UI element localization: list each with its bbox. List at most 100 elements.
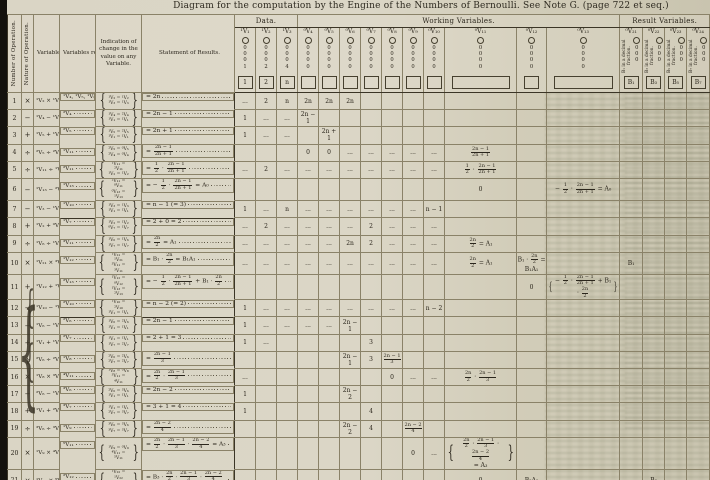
- brace-open: {: [99, 316, 106, 335]
- cell-v9: [402, 385, 425, 404]
- variable-header: ⁰V₈ 0 0 0 0: [383, 29, 402, 92]
- variable-header: ⁰V₁₃ 0 0 0 0: [548, 29, 619, 92]
- cell-v12: [516, 200, 548, 219]
- digit: 0: [529, 50, 534, 57]
- cell-v11: 0: [444, 177, 518, 202]
- cell-v11: [444, 109, 518, 128]
- cell-v10: [423, 316, 446, 335]
- dotted-leader: [75, 303, 92, 305]
- cell-v13: [546, 385, 621, 404]
- cell-v21: [619, 160, 644, 179]
- cell-v23: [664, 251, 688, 275]
- cell-v11: [444, 91, 518, 111]
- digit: 0: [243, 50, 247, 57]
- cell-v2: ...: [255, 299, 277, 318]
- cell-flex: ⁴V₁₁: [63, 373, 94, 379]
- cell-acted: ²V₆ − ¹V₁: [33, 385, 60, 404]
- cell-v11: [444, 273, 518, 301]
- dotted-leader: [188, 167, 231, 169]
- cell-acted: ¹V₈ × ³V₁₁: [33, 367, 60, 387]
- digit: 0: [390, 44, 394, 51]
- brace-close: }: [131, 92, 138, 110]
- cell-v10: [423, 109, 446, 128]
- variable-label: ⁰V₉: [408, 28, 418, 35]
- value-box: [321, 76, 337, 89]
- cell-v24: [686, 109, 710, 128]
- cell-v6: ...: [339, 251, 362, 275]
- cell-v3: [275, 436, 299, 471]
- digit: 0: [390, 50, 394, 57]
- brace-open: {: [548, 280, 553, 294]
- column-header-label: Variables acted upon.: [37, 49, 59, 56]
- brace-close: }: [507, 442, 514, 464]
- digit: 0: [432, 57, 436, 64]
- cell-v24: [686, 333, 710, 352]
- cell-stmt: = 2n − 1 2n + 1: [142, 144, 234, 159]
- column-header-num: Number of Operation.: [7, 14, 22, 93]
- column-header-label: Variables receiving results.: [63, 49, 95, 56]
- cell-v3: [275, 385, 299, 404]
- cell-v3: ...: [275, 126, 299, 145]
- variable-label: ⁰V₂₁: [625, 28, 637, 35]
- cell-v4: ...: [297, 200, 320, 219]
- cell-flex: ⁵V₁₁: [63, 442, 94, 448]
- operation-row-2: 2− ¹V₄ − ¹V₁ ²V₄{¹V₄ = ²V₄ ¹V₁ = ¹V₁} = 2n −…: [7, 109, 710, 128]
- digit: 0: [679, 44, 683, 51]
- cell-v6: 2n − 1: [339, 316, 362, 335]
- digit: 0: [327, 50, 331, 57]
- table-body: 1 × ¹V₂ × ¹V₃ ¹V₄, ¹V₅, ¹V₆{¹V₂ = ¹V₂ ¹V₃ = …: [7, 91, 710, 480]
- value-box: B₁: [623, 76, 639, 89]
- cell-v9: ...: [402, 367, 425, 387]
- value-box: B₅: [668, 76, 684, 89]
- operation-row-3: 3 + ¹V₅ + ¹V₁ ²V₅{¹V₅ = ²V₅ ¹V₁ = ¹V₁} = 2n +…: [7, 126, 710, 145]
- cell-num: 3: [7, 126, 22, 145]
- cell-v5: ...: [318, 299, 341, 318]
- fraction: 2n 2: [166, 252, 173, 265]
- digit: 0: [306, 63, 310, 70]
- cell-v22: [642, 350, 666, 370]
- cell-v8: [381, 91, 404, 111]
- cell-stmt: = 2 + 0 = 2: [142, 217, 234, 226]
- cell-acted: ¹V₁₂ + ¹V₁₃: [33, 273, 60, 301]
- operation-row-19: 19 ÷ ³V₆ ÷ ³V₇ ¹V₉{³V₆ = ³V₆ ³V₇ = ³V₇} = 2n …: [7, 419, 710, 438]
- cell-v10: [423, 385, 446, 404]
- cell-recv: ¹V₄, ¹V₅, ¹V₆: [60, 93, 95, 101]
- dotted-leader: [210, 185, 231, 187]
- braced-group: {¹V₂₂ = ¹V₂₂⁵V₁₁ = ⁰V₁₁}: [97, 471, 141, 480]
- index-circle-icon: [700, 36, 708, 44]
- cell-recv: ²V₅: [60, 126, 95, 135]
- cell-v2: ...: [255, 316, 277, 335]
- cell-num: 9: [7, 234, 22, 253]
- cell-v3: ...: [275, 160, 299, 179]
- cell-v4: [297, 436, 320, 471]
- cell-v10: ...: [423, 234, 446, 253]
- digit: 0: [306, 50, 310, 57]
- cell-v23: [664, 316, 688, 335]
- column-header-v6: ⁰V₆ 0 0 0 0: [339, 27, 362, 93]
- cell-recv: ⁴V₁₁: [60, 372, 95, 381]
- index-circle-icon: [528, 36, 536, 44]
- cell-v11: [444, 333, 518, 352]
- cell-recv: ²V₁₂: [60, 473, 95, 480]
- cell-recv: ¹V₈: [60, 354, 95, 363]
- cell-v4: ...: [297, 251, 320, 275]
- cell-v10: [423, 177, 446, 202]
- column-header-v3: ¹V₃ 0 0 0 4 n: [275, 27, 299, 93]
- cell-v23: [664, 126, 688, 145]
- brace-open: {: [98, 161, 105, 179]
- cell-v3: [275, 367, 299, 387]
- cell-v21: [619, 177, 644, 202]
- cell-v5: [318, 436, 341, 471]
- cell-v1: ...: [234, 251, 256, 275]
- cell-v8: [381, 469, 404, 480]
- dotted-leader: [73, 389, 92, 391]
- cell-sign: −: [21, 299, 34, 318]
- digit: 0: [369, 44, 373, 51]
- cell-num: 14: [7, 333, 22, 352]
- cell-v22: [642, 333, 666, 352]
- cell-v22: [642, 251, 666, 275]
